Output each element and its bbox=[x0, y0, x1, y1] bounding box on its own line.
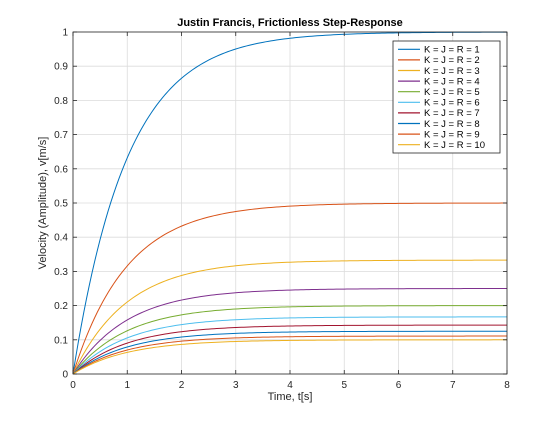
y-tick-label: 0.3 bbox=[54, 267, 68, 278]
series-line-3 bbox=[72, 259, 507, 375]
x-tick-label: 0 bbox=[70, 380, 76, 391]
legend: K = J = R = 1K = J = R = 2K = J = R = 3K… bbox=[392, 40, 501, 154]
legend-entry: K = J = R = 7 bbox=[424, 108, 480, 119]
y-tick-label: 1 bbox=[62, 28, 68, 39]
legend-entry: K = J = R = 6 bbox=[424, 98, 480, 109]
x-tick-label: 7 bbox=[450, 380, 456, 391]
x-tick-label: 6 bbox=[396, 380, 402, 391]
series-line-10 bbox=[72, 339, 507, 375]
legend-entry: K = J = R = 1 bbox=[424, 45, 480, 56]
x-tick-label: 4 bbox=[287, 380, 293, 391]
legend-entry: K = J = R = 2 bbox=[424, 55, 480, 66]
legend-entry: K = J = R = 10 bbox=[424, 140, 485, 151]
series-line-5 bbox=[72, 305, 507, 375]
legend-entry: K = J = R = 4 bbox=[424, 76, 480, 87]
legend-entry: K = J = R = 9 bbox=[424, 129, 480, 140]
y-tick-label: 0.4 bbox=[54, 233, 68, 244]
series-line-8 bbox=[72, 330, 508, 375]
y-tick-label: 0 bbox=[62, 370, 68, 381]
series-lines bbox=[72, 31, 508, 375]
x-tick-label: 3 bbox=[233, 380, 239, 391]
series-line-1 bbox=[72, 31, 508, 375]
ticks bbox=[72, 31, 508, 375]
y-axis-label: Velocity (Amplitude), v[m/s] bbox=[37, 137, 49, 270]
series-line-9 bbox=[72, 335, 507, 375]
legend-entry: K = J = R = 3 bbox=[424, 66, 480, 77]
y-tick-label: 0.9 bbox=[54, 62, 68, 73]
x-tick-label: 5 bbox=[341, 380, 347, 391]
series-line-6 bbox=[72, 316, 507, 375]
legend-entry: K = J = R = 5 bbox=[424, 87, 480, 98]
x-axis-label: Time, t[s] bbox=[268, 391, 313, 403]
chart-title: Justin Francis, Frictionless Step-Respon… bbox=[177, 17, 403, 29]
y-tick-label: 0.8 bbox=[54, 96, 68, 107]
y-tick-label: 0.1 bbox=[54, 335, 68, 346]
series-line-4 bbox=[72, 288, 507, 375]
series-line-2 bbox=[72, 202, 507, 375]
series-line-7 bbox=[72, 324, 507, 375]
x-tick-label: 8 bbox=[504, 380, 510, 391]
tick-labels: 0 1 2 3 4 5 6 7 8 0 0.1 0.2 0.3 0.4 0.5 0.6 0.7 0.8 0.9 1 bbox=[54, 28, 510, 392]
x-tick-label: 2 bbox=[179, 380, 185, 391]
y-tick-label: 0.7 bbox=[54, 130, 68, 141]
y-tick-label: 0.5 bbox=[54, 199, 68, 210]
y-tick-label: 0.2 bbox=[54, 301, 68, 312]
y-tick-label: 0.6 bbox=[54, 164, 68, 175]
x-tick-label: 1 bbox=[124, 380, 130, 391]
legend-entry: K = J = R = 8 bbox=[424, 119, 480, 130]
